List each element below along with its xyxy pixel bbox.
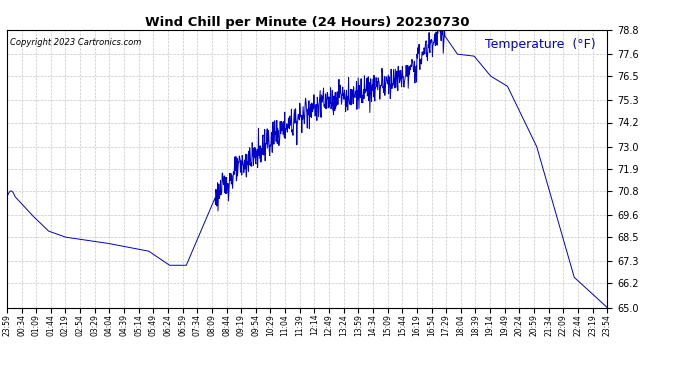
- Title: Wind Chill per Minute (24 Hours) 20230730: Wind Chill per Minute (24 Hours) 2023073…: [145, 16, 469, 29]
- Text: Temperature  (°F): Temperature (°F): [484, 38, 595, 51]
- Text: Copyright 2023 Cartronics.com: Copyright 2023 Cartronics.com: [10, 38, 141, 47]
